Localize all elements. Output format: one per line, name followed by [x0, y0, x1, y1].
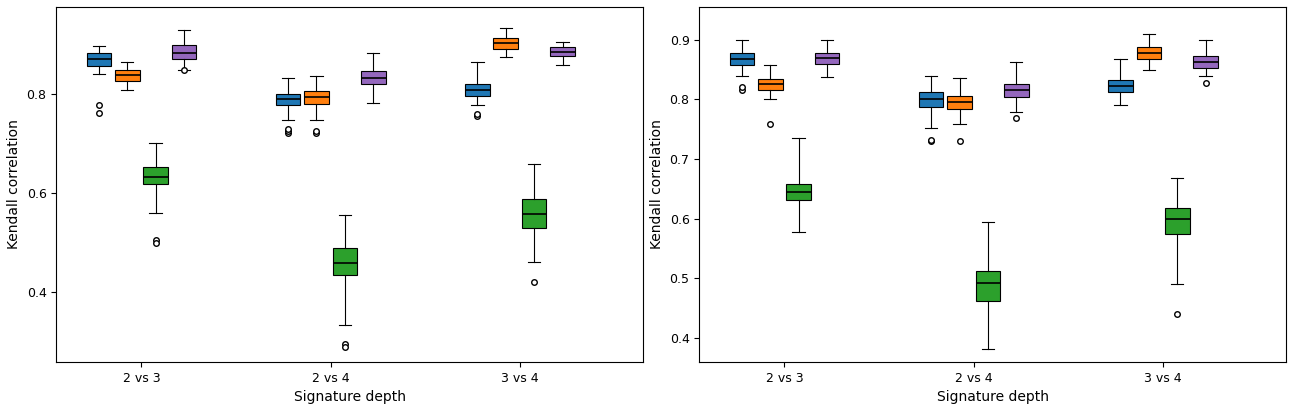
PathPatch shape: [332, 248, 357, 275]
PathPatch shape: [786, 184, 811, 200]
PathPatch shape: [948, 97, 972, 109]
PathPatch shape: [522, 199, 547, 228]
PathPatch shape: [1003, 84, 1029, 97]
PathPatch shape: [144, 167, 168, 184]
PathPatch shape: [1108, 80, 1133, 92]
PathPatch shape: [551, 46, 575, 56]
X-axis label: Signature depth: Signature depth: [936, 390, 1049, 404]
PathPatch shape: [115, 70, 140, 81]
Y-axis label: Kendall correlation: Kendall correlation: [650, 120, 665, 249]
PathPatch shape: [172, 45, 197, 59]
Y-axis label: Kendall correlation: Kendall correlation: [6, 120, 21, 249]
PathPatch shape: [1137, 47, 1161, 59]
PathPatch shape: [275, 94, 300, 105]
PathPatch shape: [87, 53, 111, 65]
PathPatch shape: [304, 91, 328, 104]
X-axis label: Signature depth: Signature depth: [294, 390, 406, 404]
PathPatch shape: [1165, 208, 1190, 233]
PathPatch shape: [361, 72, 385, 84]
PathPatch shape: [919, 92, 944, 106]
PathPatch shape: [815, 53, 839, 64]
PathPatch shape: [758, 79, 782, 90]
PathPatch shape: [465, 84, 490, 96]
PathPatch shape: [729, 53, 754, 65]
PathPatch shape: [976, 271, 1001, 301]
PathPatch shape: [1193, 56, 1218, 68]
PathPatch shape: [494, 38, 518, 49]
